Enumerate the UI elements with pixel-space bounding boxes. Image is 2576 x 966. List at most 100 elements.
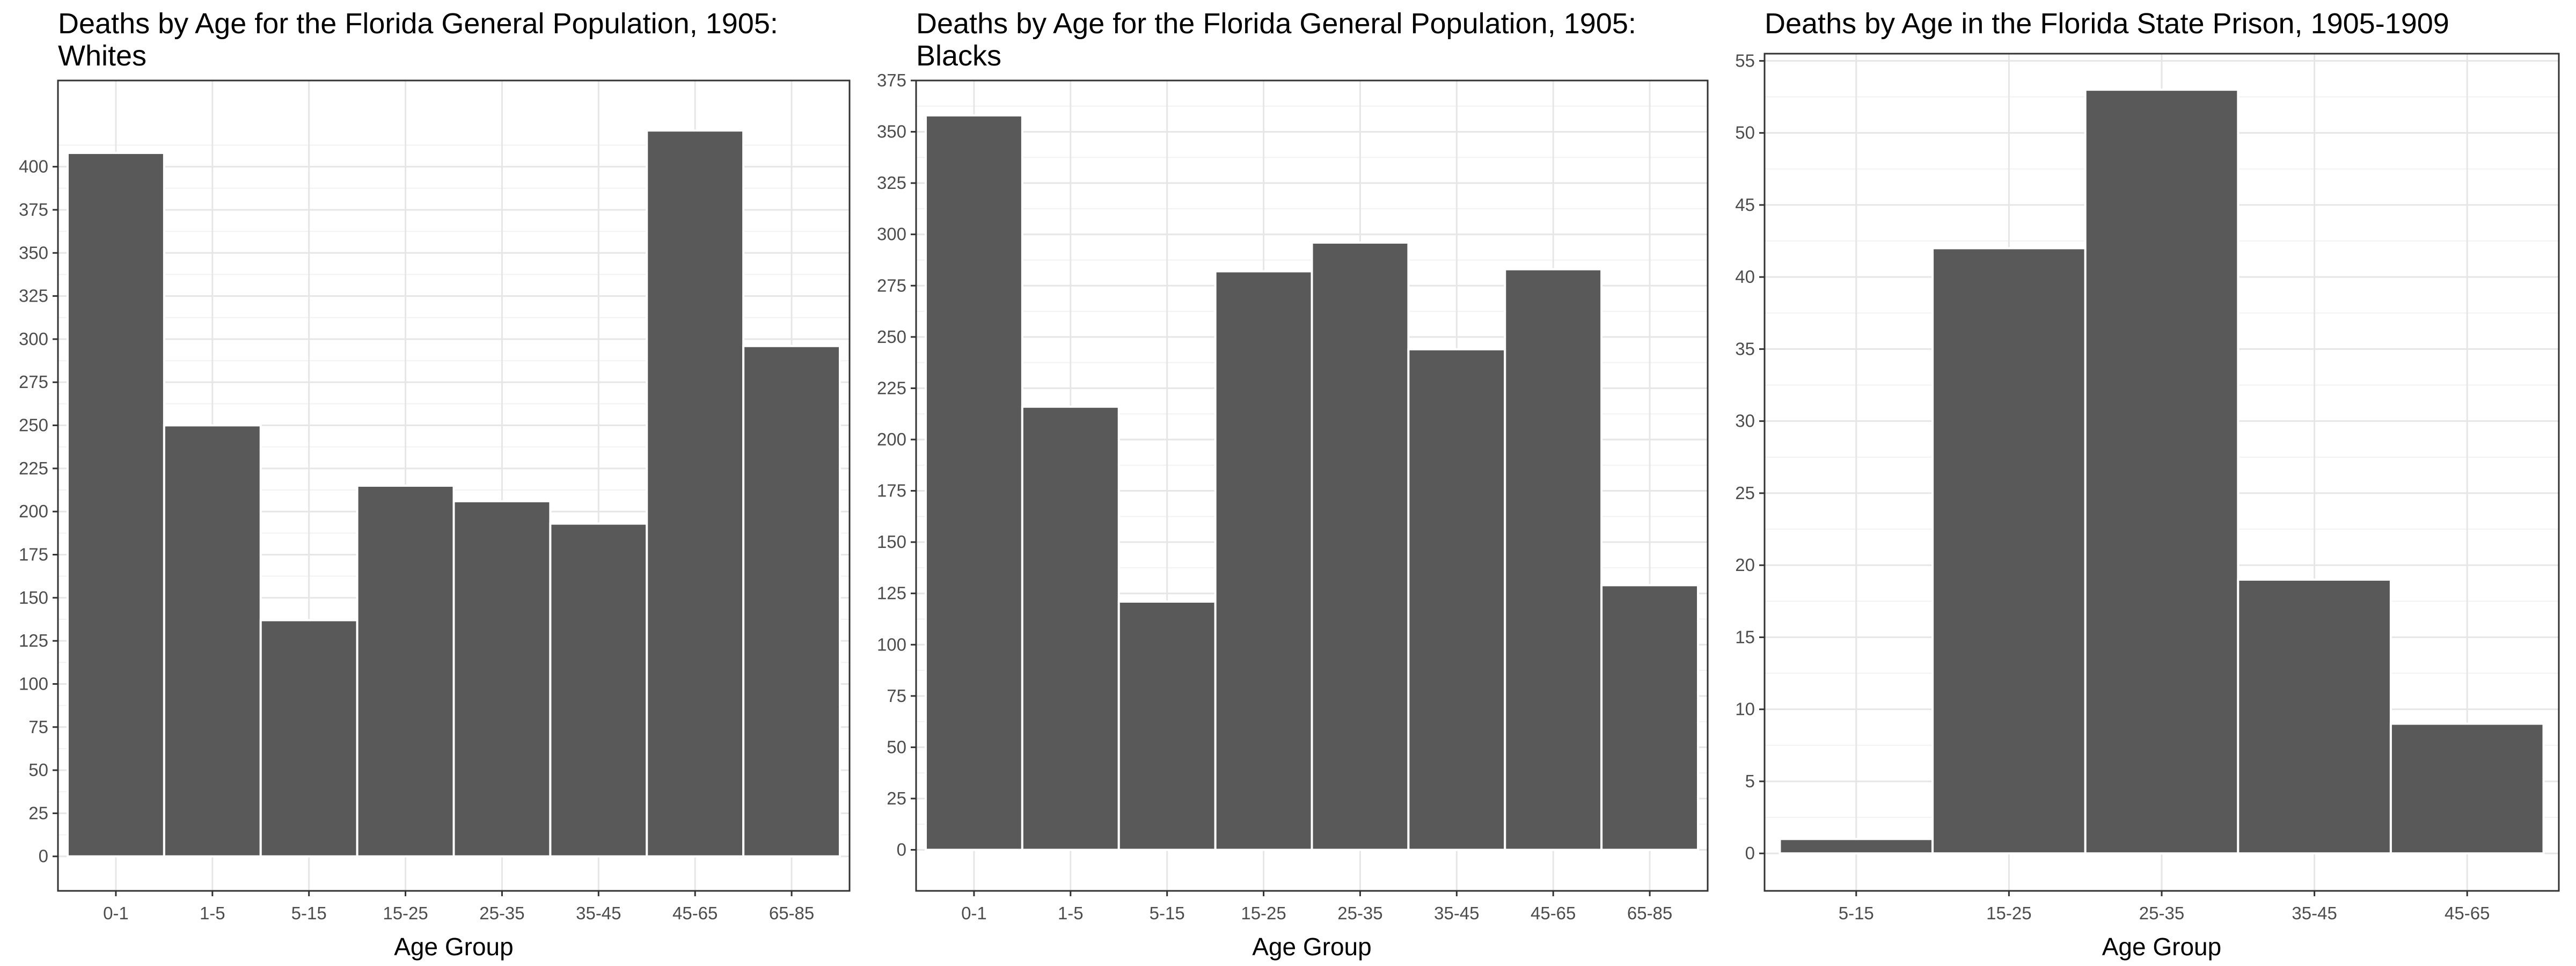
y-tick-label: 175 xyxy=(19,545,48,565)
bar xyxy=(549,522,648,858)
y-tick-label: 150 xyxy=(877,532,906,552)
y-tick-label: 50 xyxy=(887,737,906,757)
y-tick-label: 350 xyxy=(877,122,906,142)
chart-panel-blacks: Deaths by Age for the Florida General Po… xyxy=(877,0,1709,966)
y-tick-label: 400 xyxy=(19,157,48,177)
x-axis-title: Age Group xyxy=(1252,933,1371,961)
y-tick-label: 300 xyxy=(19,329,48,349)
y-tick-label: 375 xyxy=(877,70,906,90)
bar xyxy=(924,114,1023,851)
x-tick-label: 65-85 xyxy=(769,903,814,923)
x-tick-label: 25-35 xyxy=(1337,903,1382,923)
y-tick-label: 125 xyxy=(19,631,48,650)
bar xyxy=(1931,247,2087,855)
bar xyxy=(66,151,165,858)
x-tick-label: 45-65 xyxy=(1531,903,1576,923)
y-tick-label: 0 xyxy=(1745,843,1755,863)
y-tick-label: 50 xyxy=(28,760,48,780)
y-tick-label: 325 xyxy=(877,173,906,193)
x-tick-label: 65-85 xyxy=(1627,903,1672,923)
bar xyxy=(1311,241,1410,851)
x-tick-label: 35-45 xyxy=(2292,903,2337,923)
y-tick-label: 100 xyxy=(19,674,48,693)
x-tick-label: 35-45 xyxy=(1434,903,1479,923)
bar xyxy=(1600,584,1700,851)
bar xyxy=(2389,722,2545,855)
y-tick-label: 100 xyxy=(877,634,906,654)
bar xyxy=(2084,89,2240,855)
y-tick-label: 10 xyxy=(1735,699,1755,719)
y-tick-label: 250 xyxy=(19,415,48,435)
chart-panel-whites: Deaths by Age for the Florida General Po… xyxy=(19,0,851,966)
chart-title: Deaths by Age in the Florida State Priso… xyxy=(1765,8,2449,40)
x-tick-label: 5-15 xyxy=(291,903,327,923)
bar xyxy=(1504,268,1603,851)
y-tick-label: 75 xyxy=(28,717,48,737)
x-tick-label: 1-5 xyxy=(200,903,225,923)
y-tick-label: 275 xyxy=(19,372,48,392)
y-tick-label: 200 xyxy=(19,501,48,521)
x-tick-label: 45-65 xyxy=(2445,903,2490,923)
y-tick-label: 55 xyxy=(1735,50,1755,70)
y-tick-label: 75 xyxy=(887,686,906,706)
y-tick-label: 25 xyxy=(887,788,906,808)
y-tick-label: 35 xyxy=(1735,339,1755,358)
chart-title: Deaths by Age for the Florida General Po… xyxy=(58,8,778,72)
x-tick-label: 25-35 xyxy=(479,903,524,923)
y-tick-label: 375 xyxy=(19,200,48,219)
bar xyxy=(646,129,745,858)
x-tick-label: 15-25 xyxy=(1986,903,2031,923)
y-tick-label: 175 xyxy=(877,481,906,501)
chart-plot: 0 25 50 75 100 125 150 175 200 225 250 275 300 325 350… xyxy=(19,79,851,961)
bar xyxy=(742,345,841,858)
bar xyxy=(2237,579,2392,855)
y-tick-label: 225 xyxy=(19,458,48,478)
y-tick-label: 0 xyxy=(897,840,906,860)
y-tick-label: 350 xyxy=(19,243,48,262)
y-tick-label: 45 xyxy=(1735,195,1755,215)
x-tick-label: 15-25 xyxy=(383,903,428,923)
y-tick-label: 325 xyxy=(19,286,48,306)
chart-title: Deaths by Age for the Florida General Po… xyxy=(916,8,1636,72)
y-tick-label: 0 xyxy=(39,846,48,866)
y-tick-label: 20 xyxy=(1735,555,1755,575)
y-tick-label: 15 xyxy=(1735,627,1755,647)
bar xyxy=(1214,270,1313,851)
plot-border xyxy=(915,79,1709,892)
y-tick-label: 250 xyxy=(877,327,906,347)
bar xyxy=(163,424,262,858)
bar xyxy=(452,500,552,858)
y-tick-label: 275 xyxy=(877,275,906,295)
x-axis-title: Age Group xyxy=(2102,933,2221,961)
bar xyxy=(1407,348,1506,851)
chart-plot: 0 5 10 15 20 25 30 35 40 45 50 55 5-15 15-25 25-35 35-4… xyxy=(1735,50,2560,961)
x-tick-label: 45-65 xyxy=(672,903,718,923)
plot-border xyxy=(57,79,851,892)
chart-panel-prison: Deaths by Age in the Florida State Priso… xyxy=(1735,0,2560,966)
bar xyxy=(1779,838,1934,855)
chart-plot: 0 25 50 75 100 125 150 175 200 225 250 275 300 325 350… xyxy=(877,70,1709,961)
x-tick-label: 5-15 xyxy=(1150,903,1185,923)
y-tick-label: 225 xyxy=(877,378,906,398)
bar xyxy=(259,619,358,858)
x-tick-label: 25-35 xyxy=(2139,903,2184,923)
y-tick-label: 50 xyxy=(1735,123,1755,143)
x-tick-label: 5-15 xyxy=(1839,903,1874,923)
y-tick-label: 40 xyxy=(1735,267,1755,287)
x-tick-label: 35-45 xyxy=(576,903,621,923)
y-tick-label: 150 xyxy=(19,588,48,608)
x-tick-label: 1-5 xyxy=(1058,903,1084,923)
y-tick-label: 125 xyxy=(877,583,906,603)
y-tick-label: 200 xyxy=(877,429,906,449)
bar xyxy=(356,485,455,858)
y-tick-label: 25 xyxy=(1735,483,1755,503)
x-tick-label: 0-1 xyxy=(103,903,129,923)
x-axis-title: Age Group xyxy=(394,933,513,961)
y-tick-label: 300 xyxy=(877,224,906,244)
y-tick-label: 25 xyxy=(28,803,48,823)
x-tick-label: 15-25 xyxy=(1241,903,1286,923)
x-tick-label: 0-1 xyxy=(961,903,987,923)
bar xyxy=(1117,600,1217,851)
y-tick-label: 5 xyxy=(1745,771,1755,791)
y-tick-label: 30 xyxy=(1735,411,1755,431)
